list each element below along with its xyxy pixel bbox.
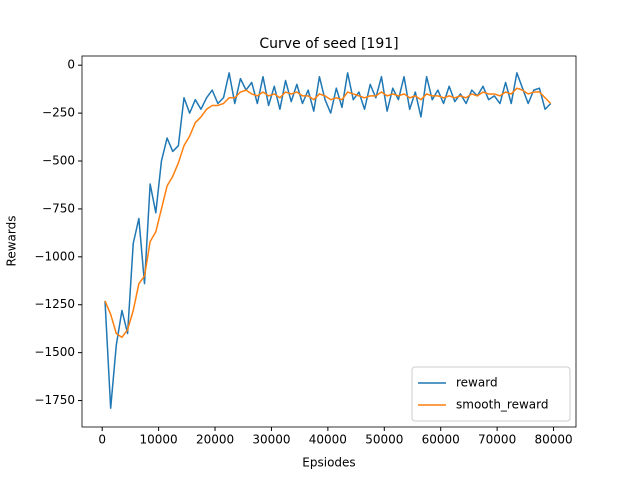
x-tick-label: 0 <box>98 433 106 447</box>
y-tick-label: −1500 <box>34 345 75 359</box>
y-tick-label: −1750 <box>34 393 75 407</box>
series-line <box>104 87 552 339</box>
y-tick-label: −500 <box>42 154 75 168</box>
x-tick-label: 20000 <box>196 433 234 447</box>
y-axis-label: Rewards <box>5 216 19 267</box>
x-tick-label: 10000 <box>140 433 178 447</box>
y-tick-label: −750 <box>42 201 75 215</box>
x-tick-label: 30000 <box>252 433 290 447</box>
x-tick-label: 80000 <box>534 433 572 447</box>
series-line <box>104 72 552 409</box>
y-tick-label: −1250 <box>34 297 75 311</box>
y-tick-label: 0 <box>67 58 75 72</box>
x-tick-label: 60000 <box>422 433 460 447</box>
plot-frame <box>81 55 577 428</box>
legend-label: smooth_reward <box>456 398 549 412</box>
legend-box <box>411 366 571 422</box>
legend-label: reward <box>456 376 498 390</box>
x-tick-label: 40000 <box>309 433 347 447</box>
x-axis-label: Epsiodes <box>302 456 355 470</box>
chart-title: Curve of seed [191] <box>259 36 398 52</box>
y-tick-label: −1000 <box>34 249 75 263</box>
y-tick-label: −250 <box>42 106 75 120</box>
x-tick-label: 50000 <box>365 433 403 447</box>
x-tick-label: 70000 <box>478 433 516 447</box>
